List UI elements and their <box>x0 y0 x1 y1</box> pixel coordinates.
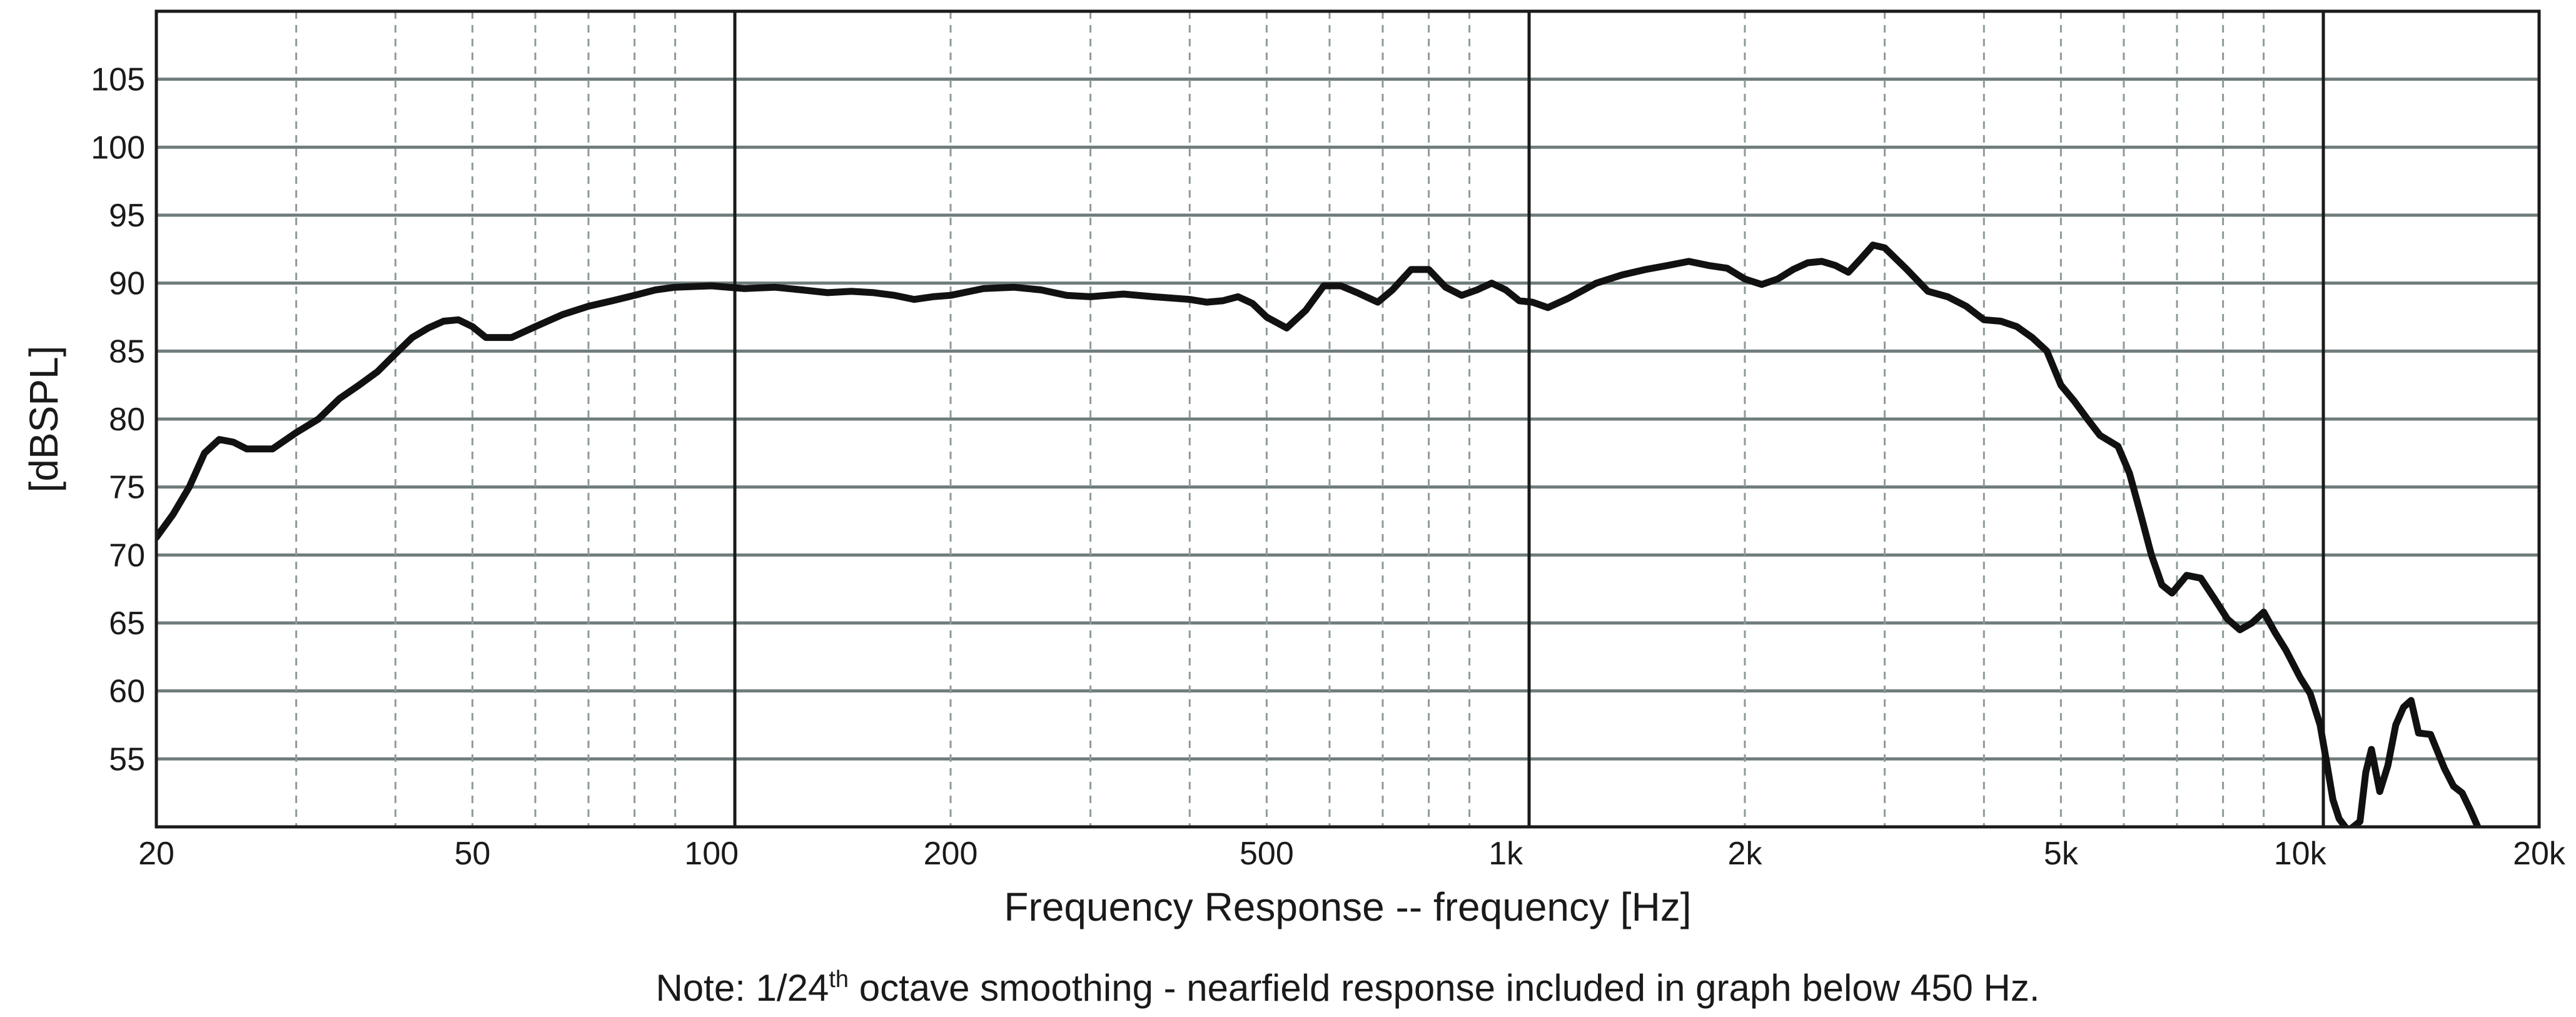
x-tick-label-50: 50 <box>454 836 490 872</box>
x-tick-label-10k: 10k <box>2274 836 2327 872</box>
plot-frame <box>154 9 2541 829</box>
x-tick-label-20k: 20k <box>2513 836 2566 872</box>
note-suffix: octave smoothing - nearfield response in… <box>849 967 2039 1009</box>
x-tick-label-1k: 1k <box>1488 836 1523 872</box>
y-tick-label-100: 100 <box>91 129 145 166</box>
x-tick-label-100: 100 <box>684 836 739 872</box>
y-tick-label-65: 65 <box>109 605 145 642</box>
y-tick-label-60: 60 <box>109 674 145 710</box>
y-tick-label-95: 95 <box>109 198 145 234</box>
y-tick-label-55: 55 <box>109 741 145 777</box>
x-axis-title: Frequency Response -- frequency [Hz] <box>1004 884 1691 929</box>
y-axis-title: [dBSPL] <box>21 346 66 493</box>
y-tick-label-75: 75 <box>109 470 145 506</box>
series-layer <box>156 241 2482 827</box>
y-tick-label-80: 80 <box>109 402 145 438</box>
x-tick-label-20: 20 <box>138 836 174 872</box>
x-tick-label-200: 200 <box>924 836 978 872</box>
y-tick-label-105: 105 <box>91 62 145 98</box>
x-tick-label-2k: 2k <box>1728 836 1763 872</box>
y-tick-label-85: 85 <box>109 333 145 370</box>
series-line-0 <box>156 241 2482 827</box>
note-superscript: th <box>829 966 849 993</box>
vertical-gridlines <box>295 11 2325 827</box>
y-tick-labels: 55 60 65 70 75 80 85 90 95 100 105 <box>91 62 145 778</box>
chart-note: Note: 1/24th octave smoothing - nearfiel… <box>655 966 2039 1009</box>
y-tick-label-90: 90 <box>109 266 145 302</box>
x-tick-label-5k: 5k <box>2044 836 2079 872</box>
x-tick-label-500: 500 <box>1240 836 1294 872</box>
y-tick-label-70: 70 <box>109 537 145 574</box>
note-prefix: Note: 1/24 <box>655 967 829 1009</box>
x-tick-labels: 20 50 100 200 500 1k 2k 5k 10k 20k <box>138 836 2566 872</box>
horizontal-gridlines <box>156 78 2539 761</box>
